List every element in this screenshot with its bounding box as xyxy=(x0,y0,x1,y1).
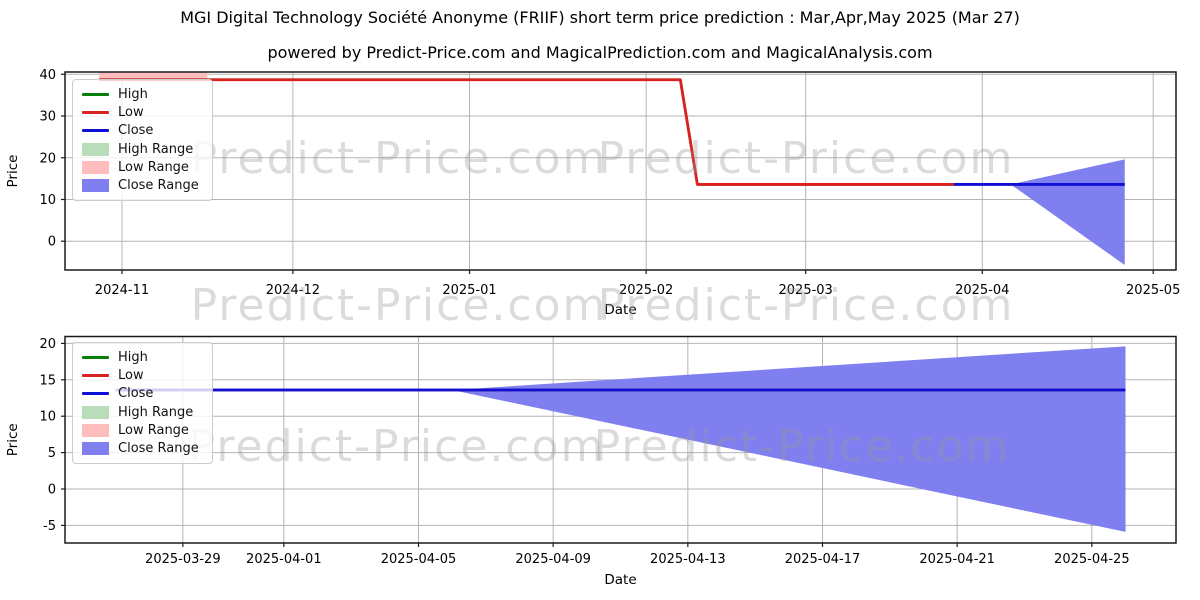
y-axis-label: Price xyxy=(5,155,21,188)
legend-item-close: Close xyxy=(82,122,204,140)
legend-swatch-line xyxy=(82,92,109,96)
x-tick-label: 2024-12 xyxy=(266,283,320,298)
figure-title: MGI Digital Technology Société Anonyme (… xyxy=(180,8,1020,27)
x-tick-label: 2025-04-17 xyxy=(785,552,861,567)
y-tick-label: 10 xyxy=(39,193,56,208)
legend-swatch-patch xyxy=(82,179,109,193)
y-tick-label: 20 xyxy=(39,337,56,352)
watermark-text: Predict-Price.com xyxy=(191,133,608,184)
legend-label: High xyxy=(118,349,148,365)
watermark-text: Predict-Price.com xyxy=(598,280,1015,330)
legend-label: Close Range xyxy=(118,178,199,194)
x-tick-label: 2024-11 xyxy=(95,283,149,298)
legend-item-close-range: Close Range xyxy=(82,177,204,195)
x-tick-label: 2025-03 xyxy=(779,283,833,298)
x-tick-label: 2025-05 xyxy=(1126,283,1180,298)
x-tick-label: 2025-04-13 xyxy=(650,552,726,567)
x-axis-label: Date xyxy=(604,572,636,588)
y-tick-label: 15 xyxy=(39,373,56,388)
legend-item-close-range: Close Range xyxy=(82,440,204,458)
legend-swatch-patch xyxy=(82,142,109,156)
band-close-range xyxy=(452,346,1126,532)
legend-item-low-range: Low Range xyxy=(82,421,204,439)
x-tick-label: 2025-04-21 xyxy=(919,552,995,567)
x-tick-label: 2025-02 xyxy=(619,283,673,298)
figure-subtitle: powered by Predict-Price.com and Magical… xyxy=(267,43,933,62)
plot-border xyxy=(64,335,1177,544)
legend-swatch-line xyxy=(82,129,109,133)
band-low-range xyxy=(99,72,208,79)
y-tick-label: 20 xyxy=(39,151,56,166)
legend-label: High Range xyxy=(118,141,194,157)
legend-label: Close Range xyxy=(118,441,199,457)
legend-swatch-line xyxy=(82,373,109,377)
plot-border xyxy=(64,71,1177,271)
watermark-text: Predict-Price.com xyxy=(191,280,608,330)
legend-item-high-range: High Range xyxy=(82,403,204,421)
x-axis-label: Date xyxy=(604,302,636,318)
y-tick-label: 40 xyxy=(39,68,56,83)
watermark-text: Predict-Price.com xyxy=(594,421,1011,472)
y-tick-label: 0 xyxy=(48,235,56,250)
legend-swatch-line xyxy=(82,355,109,359)
legend-swatch-patch xyxy=(82,160,109,174)
legend-label: Low xyxy=(118,104,144,120)
x-tick-label: 2025-04-05 xyxy=(381,552,457,567)
x-tick-label: 2025-04-01 xyxy=(246,552,322,567)
legend-swatch-patch xyxy=(82,405,109,419)
legend-top: High Low Close High Range Low Range Close Ran… xyxy=(72,79,213,201)
legend-item-high-range: High Range xyxy=(82,140,204,158)
legend-label: High xyxy=(118,86,148,102)
y-tick-label: 30 xyxy=(39,110,56,125)
y-tick-label: 10 xyxy=(39,410,56,425)
legend-item-high: High xyxy=(82,85,204,103)
legend-item-low: Low xyxy=(82,366,204,384)
legend-label: Low Range xyxy=(118,159,189,175)
legend-item-high: High xyxy=(82,348,204,366)
series-line-low xyxy=(99,78,954,186)
price-forecast-chart: 2025-03-29 2025-04-01 2025-04-05 2025-04-09… xyxy=(5,335,1177,588)
legend-label: Close xyxy=(118,386,154,402)
y-tick-label: 5 xyxy=(48,446,56,461)
y-tick-label: 0 xyxy=(48,482,56,497)
legend-swatch-patch xyxy=(82,423,109,437)
legend-item-low-range: Low Range xyxy=(82,158,204,176)
band-close-range xyxy=(1010,159,1125,265)
x-tick-label: 2025-03-29 xyxy=(145,552,221,567)
x-tick-label: 2025-01 xyxy=(442,283,496,298)
legend-bottom: High Low Close High Range Low Range Close Ran… xyxy=(72,342,213,464)
legend-label: Low Range xyxy=(118,422,189,438)
watermark-text: Predict-Price.com xyxy=(598,133,1015,184)
watermark-text: Predict-Price.com xyxy=(189,421,606,472)
x-tick-label: 2025-04-09 xyxy=(515,552,591,567)
x-tick-label: 2025-04 xyxy=(955,283,1009,298)
legend-item-close: Close xyxy=(82,385,204,403)
legend-label: Close xyxy=(118,123,154,139)
legend-swatch-line xyxy=(82,110,109,114)
legend-swatch-patch xyxy=(82,442,109,456)
legend-label: Low xyxy=(118,367,144,383)
y-tick-label: -5 xyxy=(43,519,56,534)
legend-label: High Range xyxy=(118,404,194,420)
legend-item-low: Low xyxy=(82,103,204,121)
x-tick-label: 2025-04-25 xyxy=(1054,552,1130,567)
legend-swatch-line xyxy=(82,392,109,396)
y-axis-label: Price xyxy=(5,423,21,456)
price-history-chart: 2024-11 2024-12 2025-01 2025-02 2025-03 2025-… xyxy=(5,68,1180,330)
